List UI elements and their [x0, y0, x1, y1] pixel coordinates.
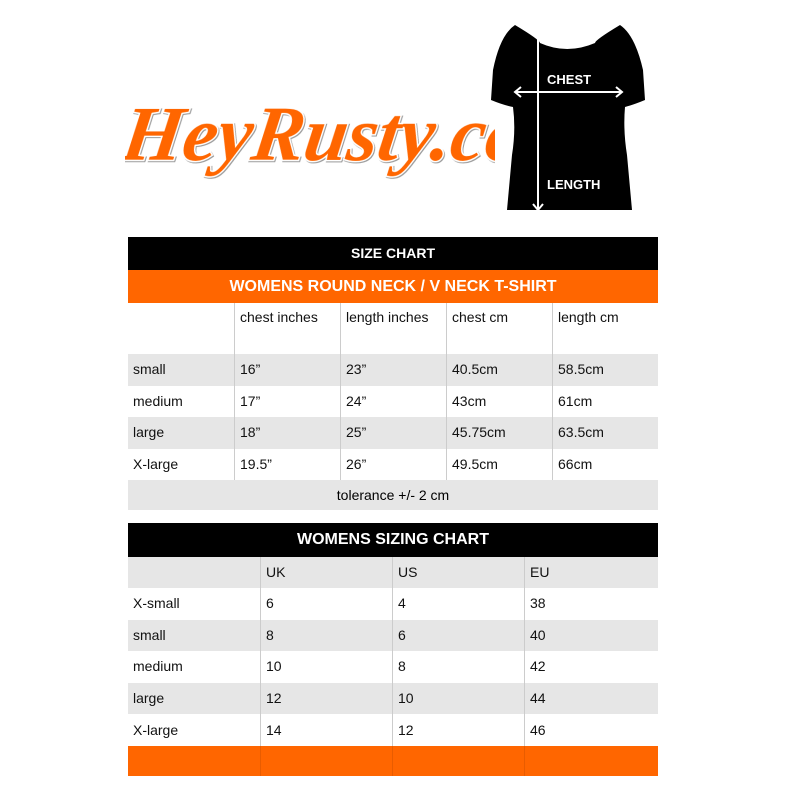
table-cell: 58.5cm	[552, 354, 658, 386]
table-cell: large	[133, 690, 165, 707]
length-label: LENGTH	[547, 177, 600, 192]
size-chart-title: SIZE CHART	[128, 237, 658, 270]
column-header: chest cm	[446, 303, 552, 354]
table-cell: 43cm	[446, 385, 552, 417]
heyrusty-logo: HeyRusty.co	[125, 89, 495, 179]
table-cell: small	[133, 361, 166, 378]
table-cell: 24”	[340, 385, 446, 417]
table-row: small 16” 23” 40.5cm 58.5cm	[128, 354, 658, 386]
table-cell: 6	[260, 588, 392, 620]
table-cell: 23”	[340, 354, 446, 386]
table-row: small 8 6 40	[128, 619, 658, 652]
table-cell: 44	[524, 682, 658, 715]
tolerance-note: tolerance +/- 2 cm	[128, 480, 658, 510]
table-cell: 38	[524, 588, 658, 620]
table-row: large 18” 25” 45.75cm 63.5cm	[128, 417, 658, 449]
table-cell: X-large	[133, 721, 179, 738]
table-cell: 40.5cm	[446, 354, 552, 386]
tshirt-diagram: CHEST LENGTH	[491, 25, 645, 212]
table-cell: large	[133, 424, 165, 441]
table-cell: 40	[524, 619, 658, 652]
table-cell: 12	[392, 714, 524, 746]
table-cell: 63.5cm	[552, 417, 658, 449]
sizing-chart-title: WOMENS SIZING CHART	[128, 523, 658, 557]
table-cell: X-small	[133, 595, 180, 612]
column-header: EU	[524, 557, 658, 588]
table-cell: 10	[260, 651, 392, 683]
column-header: length inches	[340, 303, 446, 354]
tshirt-shape	[491, 25, 645, 210]
table-cell: 46	[524, 714, 658, 746]
table-cell: 25”	[340, 417, 446, 449]
table-cell: 16”	[234, 354, 340, 386]
column-header	[128, 557, 260, 588]
table-cell: 18”	[234, 417, 340, 449]
table-cell: 8	[260, 619, 392, 652]
size-chart-subtitle: WOMENS ROUND NECK / V NECK T-SHIRT	[128, 270, 658, 303]
table-cell: 10	[392, 682, 524, 715]
table-row: X-large 19.5” 26” 49.5cm 66cm	[128, 448, 658, 480]
table-cell: 6	[392, 619, 524, 652]
table-row: medium 10 8 42	[128, 651, 658, 683]
column-header	[128, 303, 234, 354]
table-cell: 14	[260, 714, 392, 746]
table-cell: X-large	[133, 455, 179, 472]
table-cell: 42	[524, 651, 658, 683]
column-header: chest inches	[234, 303, 340, 354]
table-header-row: UK US EU	[128, 557, 658, 588]
column-header: UK	[260, 557, 392, 588]
sizing-chart-footer-bar	[128, 746, 658, 776]
table-cell: medium	[133, 392, 183, 409]
table-cell: 66cm	[552, 448, 658, 480]
table-cell: small	[133, 626, 166, 643]
table-cell: 26”	[340, 448, 446, 480]
chest-label: CHEST	[547, 72, 591, 87]
table-row: medium 17” 24” 43cm 61cm	[128, 385, 658, 417]
table-cell: medium	[133, 658, 183, 675]
table-row: large 12 10 44	[128, 682, 658, 715]
table-cell: 4	[392, 588, 524, 620]
column-header: US	[392, 557, 524, 588]
table-cell: 8	[392, 651, 524, 683]
table-cell: 49.5cm	[446, 448, 552, 480]
table-cell: 45.75cm	[446, 417, 552, 449]
table-cell: 17”	[234, 385, 340, 417]
table-cell: 12	[260, 682, 392, 715]
table-cell: 19.5”	[234, 448, 340, 480]
table-header-row: chest inches length inches chest cm length …	[128, 303, 658, 354]
table-cell: 61cm	[552, 385, 658, 417]
table-row: X-large 14 12 46	[128, 714, 658, 746]
column-header: length cm	[552, 303, 658, 354]
table-row: X-small 6 4 38	[128, 588, 658, 620]
svg-text:HeyRusty.co: HeyRusty.co	[125, 90, 495, 177]
